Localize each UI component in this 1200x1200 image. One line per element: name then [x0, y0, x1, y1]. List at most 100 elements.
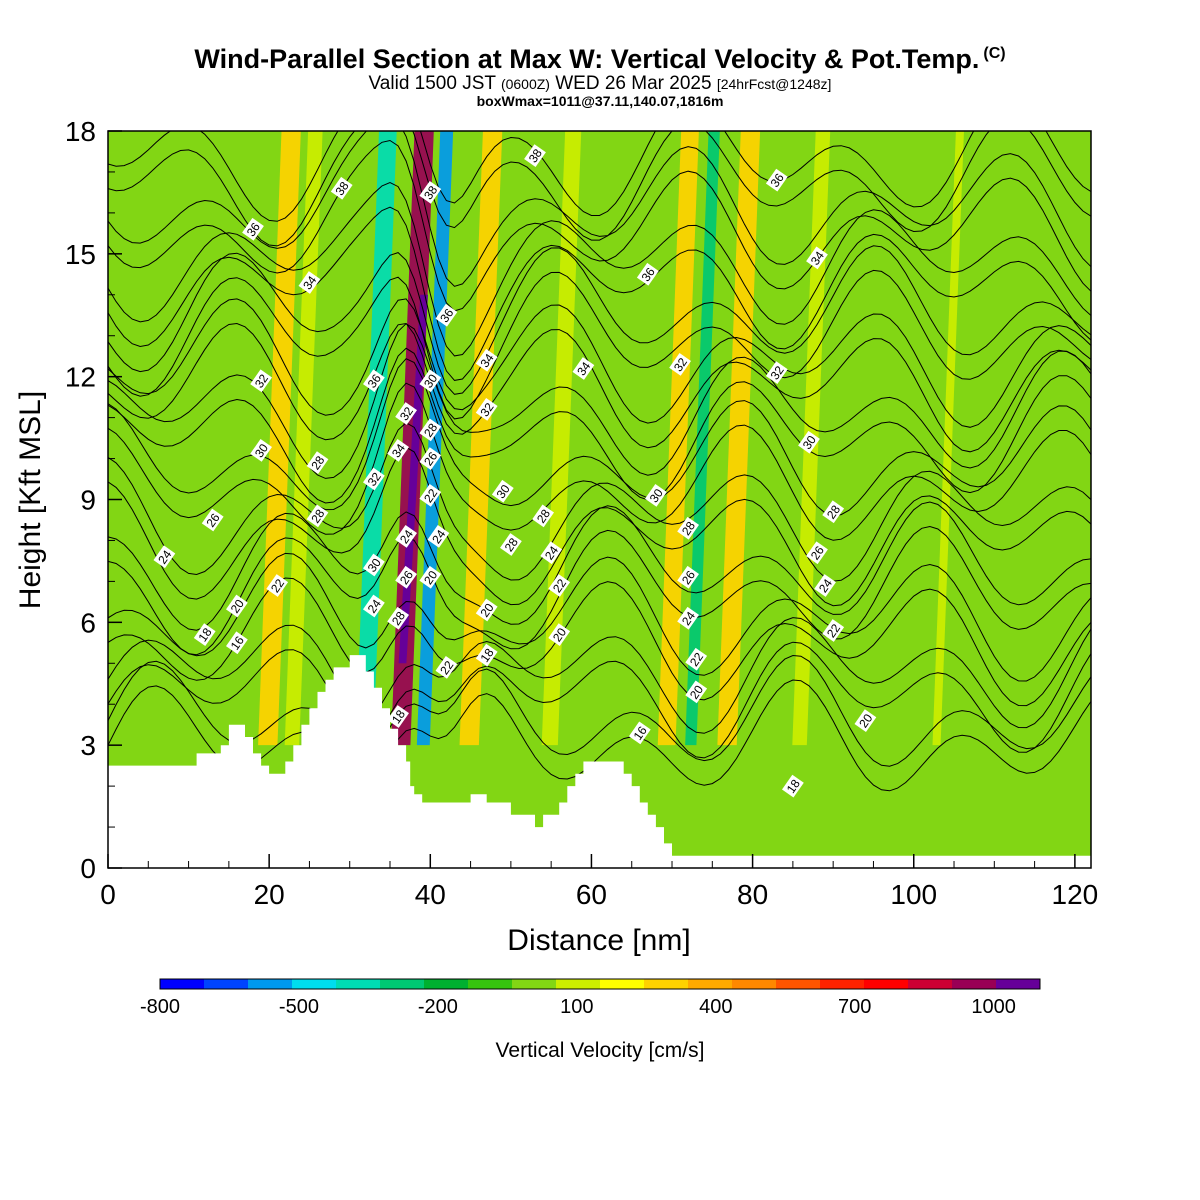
contour-label: 22: [419, 484, 442, 507]
y-tick-label: 9: [80, 485, 96, 516]
contour-label-box: [363, 369, 385, 393]
contour-label-box: [491, 479, 514, 503]
x-axis-label: Distance [nm]: [507, 924, 690, 957]
box-info: boxWmax=1011@37.11,140.07,1816m: [476, 93, 724, 109]
colorbar-swatch: [600, 979, 645, 989]
theta-contour-line: [108, 641, 1091, 759]
contour-label-box: [387, 606, 409, 630]
contour-label-box: [677, 606, 699, 630]
valid-utc: (0600Z): [500, 76, 550, 92]
contour-label-box: [363, 467, 385, 491]
theta-contour-line: [108, 446, 1091, 607]
contour-label: 34: [572, 357, 595, 380]
contour-label-box: [435, 303, 458, 327]
theta-contour-line: [108, 358, 1091, 517]
contour-label-box: [765, 168, 788, 192]
terrain: [108, 655, 1091, 868]
contour-label: 26: [806, 541, 828, 565]
colorbar-tick-label: 100: [560, 996, 593, 1018]
y-tick-label: 18: [65, 116, 96, 147]
contour-label: 36: [636, 262, 659, 286]
contour-label-box: [500, 533, 522, 556]
contour-label-box: [669, 353, 691, 376]
x-tick-label: 0: [100, 879, 116, 910]
theta-contour-line: [108, 617, 1091, 734]
colorbar-swatch: [556, 979, 601, 989]
contour-label: 28: [306, 504, 329, 528]
contour-label: 28: [500, 533, 522, 556]
contour-label-box: [822, 619, 845, 642]
contour-label: 32: [475, 398, 498, 421]
theta-contour-line: [108, 131, 1091, 287]
contour-label: 28: [387, 606, 409, 630]
colorbar-swatch: [204, 979, 249, 989]
velocity-field: [108, 131, 1091, 868]
x-tick-label: 120: [1052, 879, 1099, 910]
colorbar-tick-label: -800: [140, 996, 180, 1018]
contour-label: 28: [419, 418, 442, 442]
contour-label: 30: [798, 430, 820, 454]
contour-label-box: [298, 271, 321, 294]
theta-contour-line: [108, 322, 1091, 453]
theta-contour-line: [108, 382, 1091, 541]
theta-contour-line: [108, 131, 1091, 247]
contour-label-box: [387, 705, 409, 728]
contour-label-box: [475, 598, 498, 622]
field-region: [978, 335, 1091, 868]
contour-label-box: [677, 516, 699, 540]
theta-contour-line: [108, 139, 1091, 312]
contour-label-box: [524, 144, 546, 167]
colorbar-swatch: [864, 979, 909, 989]
colorbar-swatch: [336, 979, 381, 989]
contour-label-box: [363, 553, 385, 577]
contour-label: 32: [765, 361, 788, 384]
contour-label: 18: [475, 643, 498, 667]
contour-label: 36: [363, 369, 385, 393]
y-tick-label: 15: [65, 239, 96, 270]
chart-title: Wind-Parallel Section at Max W: Vertical…: [194, 44, 1006, 74]
contour-label-box: [250, 369, 272, 393]
contour-label: 36: [242, 217, 264, 241]
contour-label-box: [387, 439, 409, 462]
contour-label-box: [153, 545, 176, 569]
contour-label: 26: [395, 565, 417, 589]
contour-label: 20: [419, 565, 442, 589]
colorbar-swatch: [512, 979, 557, 989]
theta-contour-line: [108, 182, 1091, 357]
x-tick-label: 100: [890, 879, 937, 910]
theta-contour-line: [108, 654, 1091, 767]
contour-label: 28: [677, 516, 699, 540]
contour-label: 30: [491, 479, 514, 503]
contour-label-box: [814, 574, 836, 597]
contour-label: 20: [548, 623, 571, 646]
contour-label: 18: [387, 705, 409, 728]
contour-label: 16: [226, 631, 248, 655]
contour-label-box: [266, 574, 289, 597]
contour-label-box: [475, 398, 498, 421]
contour-label: 18: [193, 623, 216, 646]
colorbar-swatch: [644, 979, 689, 989]
contour-label-box: [806, 541, 828, 565]
velocity-band: [657, 131, 699, 746]
contour-label-box: [435, 656, 458, 679]
forecast-info: [24hrFcst@1248z]: [716, 76, 832, 92]
field-region: [108, 131, 221, 868]
theta-contour-line: [108, 245, 1091, 395]
theta-contour-line: [108, 323, 1091, 479]
contour-label-box: [395, 565, 417, 589]
colorbar-swatch: [732, 979, 777, 989]
colorbar-tick-label: 700: [838, 996, 871, 1018]
velocity-band: [932, 131, 964, 746]
contour-label-box: [242, 217, 264, 241]
contour-label-box: [636, 262, 659, 286]
contour-label-box: [330, 176, 353, 200]
colorbar-swatch: [820, 979, 865, 989]
contour-label: 24: [427, 525, 450, 548]
contour-label: 22: [685, 647, 708, 671]
y-tick-label: 3: [80, 730, 96, 761]
contour-label: 34: [387, 439, 409, 462]
contour-label-box: [685, 680, 708, 704]
contour-label: 32: [395, 402, 417, 425]
contour-label: 36: [765, 168, 788, 192]
